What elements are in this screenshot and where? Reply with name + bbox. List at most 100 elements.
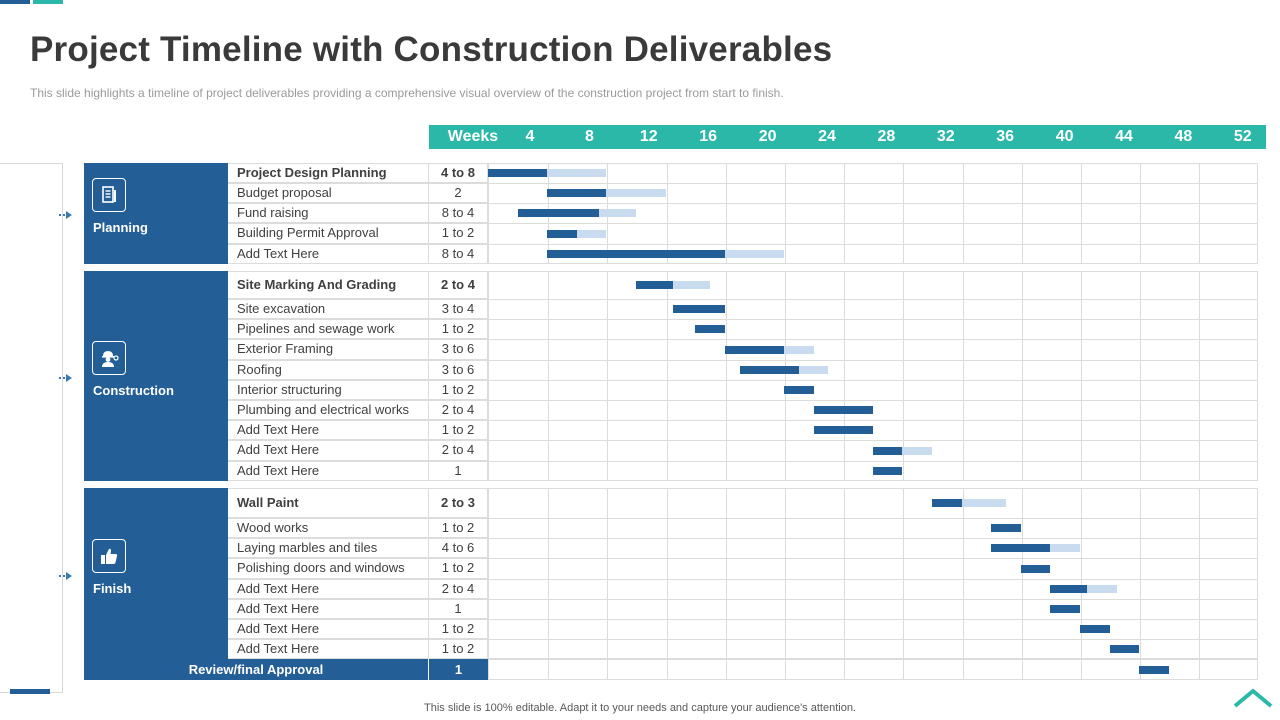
gantt-bar-actual: [488, 169, 548, 177]
gantt-bar-actual: [636, 281, 673, 289]
review-label: Review/final Approval: [84, 659, 429, 680]
task-duration: 3 to 6: [429, 339, 488, 360]
gridline-vertical: [1140, 164, 1142, 263]
top-accent-bar-teal: [33, 0, 63, 4]
task-duration: 3 to 4: [429, 299, 488, 320]
gantt-bar-actual: [784, 385, 814, 394]
gridline-vertical: [1081, 272, 1082, 480]
task-duration: 1 to 2: [429, 639, 488, 660]
gantt-bar-planned: [724, 249, 784, 258]
gantt-bar-actual: [1050, 604, 1080, 613]
week-tick-24: 24: [818, 128, 836, 145]
gantt-area-finish: [488, 488, 1258, 660]
gridline-vertical: [607, 272, 609, 480]
gridline-vertical: [962, 164, 964, 263]
task-label: Building Permit Approval: [228, 223, 429, 244]
gantt-bar-actual: [872, 446, 903, 455]
gridline-vertical: [844, 489, 846, 659]
gridline-vertical: [607, 489, 609, 659]
gantt-bar-actual: [1020, 564, 1051, 573]
task-label: Polishing doors and windows: [228, 558, 429, 579]
gridline-vertical: [962, 272, 964, 480]
week-tick-28: 28: [877, 128, 896, 145]
task-duration: 1 to 2: [429, 420, 488, 441]
week-tick-32: 32: [936, 128, 955, 145]
task-label: Roofing: [228, 359, 429, 380]
gantt-bar-actual: [724, 345, 784, 354]
task-duration: 4 to 8: [429, 163, 488, 183]
gantt-bar-review: [1139, 665, 1169, 674]
task-label: Wood works: [228, 518, 429, 539]
gridline-vertical: [725, 489, 727, 659]
gridline-vertical: [1021, 660, 1023, 679]
gantt-bar-actual: [695, 325, 725, 334]
gridline-horizontal: [488, 558, 1258, 560]
gantt-area-construction: [488, 271, 1258, 481]
gridline-horizontal: [488, 223, 1258, 225]
gridline-horizontal: [488, 420, 1258, 422]
task-label: Wall Paint: [228, 488, 429, 518]
week-tick-52: 52: [1233, 128, 1252, 145]
gridline-vertical: [903, 272, 905, 480]
gridline-vertical: [1081, 164, 1082, 263]
task-duration: 2 to 3: [429, 488, 488, 518]
gantt-bar-actual: [813, 406, 873, 415]
gantt-bar-actual: [813, 426, 873, 435]
gridline-vertical: [903, 489, 905, 659]
gantt-area-review: [488, 659, 1258, 680]
task-duration: 8 to 4: [429, 203, 488, 224]
task-duration: 1 to 2: [429, 518, 488, 539]
gridline-horizontal: [488, 183, 1258, 184]
gantt-area-planning: [488, 163, 1258, 264]
gantt-bar-planned: [1087, 584, 1117, 593]
gridline-vertical: [725, 660, 727, 679]
gantt-bar-planned: [961, 499, 1006, 507]
task-duration: 1 to 2: [429, 223, 488, 244]
gridline-vertical: [1081, 489, 1082, 659]
gridline-vertical: [666, 164, 668, 263]
week-tick-44: 44: [1115, 128, 1133, 145]
task-label: Project Design Planning: [228, 163, 429, 183]
gridline-vertical: [785, 164, 786, 263]
task-label: Add Text Here: [228, 639, 429, 660]
task-duration: 8 to 4: [429, 243, 488, 264]
category-label: Construction: [93, 383, 174, 398]
gantt-bar-planned: [673, 281, 710, 289]
task-duration: 3 to 6: [429, 359, 488, 380]
gantt-bar-planned: [1050, 544, 1080, 553]
task-label: Interior structuring: [228, 379, 429, 400]
gridline-vertical: [1199, 272, 1201, 480]
gridline-horizontal: [488, 440, 1258, 442]
gridline-horizontal: [488, 639, 1258, 641]
worker-icon: [92, 341, 126, 375]
weeks-header: Weeks 4 8 12 16 20 24 28 32 36 40 44 48 52: [429, 125, 1266, 149]
review-duration: 1: [429, 659, 488, 680]
gridline-vertical: [666, 272, 668, 480]
gridline-vertical: [548, 272, 550, 480]
week-tick-8: 8: [584, 128, 594, 145]
gridline-horizontal: [488, 460, 1258, 462]
page-subtitle: This slide highlights a timeline of proj…: [30, 86, 784, 100]
task-duration: 1 to 2: [429, 619, 488, 640]
gridline-horizontal: [488, 518, 1258, 519]
category-panel-construction: Construction: [84, 271, 228, 481]
bottom-left-accent: [10, 689, 50, 694]
gridline-vertical: [844, 272, 846, 480]
gantt-bar-actual: [1109, 645, 1140, 654]
gridline-horizontal: [488, 538, 1258, 540]
gridline-vertical: [785, 272, 786, 480]
task-duration: 4 to 6: [429, 538, 488, 559]
gridline-vertical: [548, 660, 550, 679]
bracket-arrow-icon: [59, 373, 75, 383]
gantt-bar-actual: [517, 209, 599, 218]
task-label: Budget proposal: [228, 183, 429, 204]
category-label: Planning: [93, 220, 148, 235]
gantt-bar-actual: [673, 305, 725, 314]
gridline-vertical: [1021, 489, 1023, 659]
thumbs-up-icon: [92, 539, 126, 573]
category-panel-finish: Finish: [84, 488, 228, 660]
task-duration: 1 to 2: [429, 319, 488, 340]
gridline-vertical: [1140, 489, 1142, 659]
gridline-horizontal: [488, 598, 1258, 600]
gridline-vertical: [666, 660, 668, 679]
